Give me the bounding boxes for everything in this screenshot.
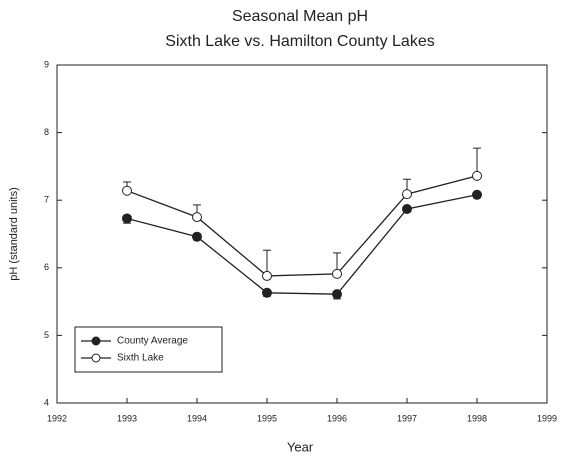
x-tick-label: 1993	[117, 413, 137, 423]
legend-box	[74, 326, 223, 373]
marker	[122, 213, 132, 224]
x-tick-label: 1995	[257, 413, 277, 423]
marker	[332, 289, 342, 300]
x-tick-label: 1996	[327, 413, 347, 423]
marker	[192, 212, 202, 223]
y-tick-label: 4	[44, 397, 49, 407]
marker	[122, 185, 132, 196]
series-line	[126, 194, 478, 295]
legend-marker	[91, 353, 101, 363]
marker	[332, 268, 342, 279]
x-axis-label: Year	[287, 439, 314, 454]
y-tick-label: 7	[44, 195, 49, 205]
y-tick-label: 5	[44, 330, 49, 340]
x-tick-label: 1992	[47, 413, 67, 423]
marker	[402, 189, 412, 200]
x-tick-label: 1997	[397, 413, 417, 423]
x-tick-label: 1999	[537, 413, 557, 423]
marker	[472, 170, 482, 181]
y-tick-label: 9	[44, 59, 49, 69]
y-axis-label: pH (standard units)	[8, 187, 20, 281]
chart-subtitle: Sixth Lake vs. Hamilton County Lakes	[165, 33, 434, 50]
marker	[402, 203, 412, 214]
plot-frame	[56, 64, 548, 404]
legend-label: Sixth Lake	[117, 353, 164, 364]
marker	[192, 231, 202, 242]
marker	[472, 189, 482, 200]
marker	[262, 287, 272, 298]
series-line	[126, 175, 478, 277]
legend-label: County Average	[117, 336, 188, 347]
y-tick-label: 6	[44, 262, 49, 272]
x-tick-label: 1994	[187, 413, 207, 423]
x-tick-label: 1998	[467, 413, 487, 423]
y-tick-label: 8	[44, 127, 49, 137]
marker	[262, 270, 272, 281]
chart-title: Seasonal Mean pH	[232, 8, 368, 25]
legend-marker	[91, 336, 101, 346]
